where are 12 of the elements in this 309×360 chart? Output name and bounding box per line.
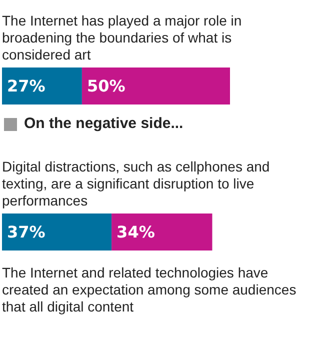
bar [112, 214, 212, 250]
y-tick-label: Digital distractions, such as cellphones and texting, are a significant disruption to live performances [2, 158, 274, 208]
data-label: 37% [7, 222, 46, 242]
bar [2, 214, 112, 250]
data-label: 50% [86, 76, 126, 96]
text: The Internet and related technologies have created an expectation among some audiences that all digital content [2, 264, 300, 314]
y-tick-label: The Internet has played a major role in broadening the boundaries of what is considered art [2, 12, 246, 62]
bar [2, 68, 82, 104]
data-label: 34% [116, 222, 155, 242]
bar [82, 68, 230, 104]
data-label: 27% [7, 76, 46, 96]
annotation: On the negative side... [24, 115, 184, 132]
